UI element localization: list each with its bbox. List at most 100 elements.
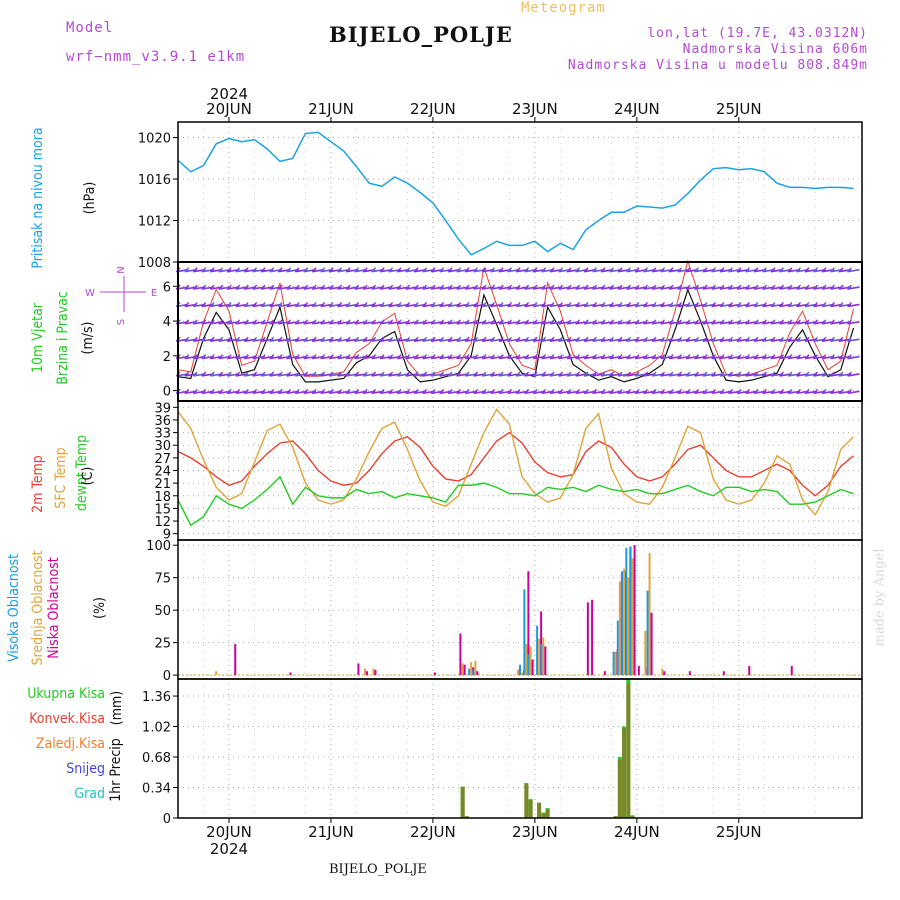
wind-arrow-head	[413, 336, 419, 342]
cloud-bar-mid	[363, 668, 366, 676]
precip-bar-conv	[626, 683, 631, 818]
wind-arrow-head	[252, 388, 258, 394]
wind-arrow	[847, 303, 860, 308]
wind-arrow-head	[430, 336, 436, 342]
wind-arrow-head	[243, 371, 249, 377]
wind-arrow-head	[694, 301, 700, 307]
wind-arrow-head	[753, 354, 759, 360]
wind-arrow-head	[388, 319, 394, 325]
wind-arrow-head	[838, 267, 844, 273]
wind-arrow-head	[549, 336, 555, 342]
wind-arrow-head	[685, 388, 691, 394]
wind-arrow-head	[643, 267, 649, 273]
wind-arrow-head	[464, 301, 470, 307]
wind-arrow-head	[770, 336, 776, 342]
wind-arrow-head	[643, 354, 649, 360]
wind-arrow-head	[643, 284, 649, 290]
wind-arrow-head	[439, 319, 445, 325]
wind-arrow-head	[260, 301, 266, 307]
wind-arrow-head	[490, 319, 496, 325]
wind-arrow-head	[575, 301, 581, 307]
wind-arrow-head	[711, 319, 717, 325]
wind-arrow-head	[362, 267, 368, 273]
precip-bar-conv	[528, 800, 533, 818]
x-tick-label-bottom: 22JUN	[410, 823, 456, 841]
wind-arrow-head	[430, 319, 436, 325]
panel-frame	[177, 539, 863, 680]
wind-arrow-head	[779, 319, 785, 325]
wind-arrow-head	[702, 388, 708, 394]
wind-arrow-head	[566, 301, 572, 307]
wind-arrow-head	[456, 336, 462, 342]
x-tick-label-top: 20JUN	[206, 100, 252, 118]
precip-bar-conv	[630, 816, 635, 818]
wind-arrow-head	[337, 284, 343, 290]
wind-arrow-head	[405, 319, 411, 325]
wind-arrow-head	[804, 284, 810, 290]
wind-arrow-head	[473, 336, 479, 342]
x-tick-label-bottom: 24JUN	[614, 823, 660, 841]
precip-bar-conv	[460, 786, 465, 818]
wind-arrow-head	[226, 388, 232, 394]
wind-arrow-head	[583, 284, 589, 290]
cloud-bar-low	[463, 664, 466, 676]
wind-arrow-head	[609, 319, 615, 325]
cloud-bar-low	[650, 612, 653, 676]
cloud-bar-low	[722, 671, 725, 676]
wind-arrow-head	[184, 319, 190, 325]
wind-arrow-head	[719, 267, 725, 273]
cloud-bar-low	[527, 571, 530, 676]
wind-arrow-head	[583, 354, 589, 360]
wind-arrow-head	[668, 319, 674, 325]
wind-arrow-head	[583, 301, 589, 307]
wind-arrow-head	[753, 301, 759, 307]
wind-arrow-head	[821, 284, 827, 290]
precip-bar-conv	[545, 809, 550, 818]
wind-arrow-head	[218, 388, 224, 394]
wind-arrow-head	[634, 388, 640, 394]
wind-arrow-head	[660, 267, 666, 273]
wind-arrow-head	[277, 267, 283, 273]
wind-arrow-head	[796, 371, 802, 377]
wind-arrow-head	[269, 301, 275, 307]
wind-arrow-head	[762, 336, 768, 342]
wind-arrow-head	[226, 371, 232, 377]
wind-arrow-head	[294, 336, 300, 342]
y-tick-label: 0.68	[142, 751, 171, 766]
wind-arrow-head	[379, 301, 385, 307]
wind-arrow-head	[260, 319, 266, 325]
cloud-bar-mid	[644, 630, 647, 676]
wind-arrow-head	[473, 301, 479, 307]
wind-arrow-head	[388, 267, 394, 273]
wind-arrow-head	[252, 319, 258, 325]
y-tick-label: 39	[154, 401, 171, 416]
wind-arrow-head	[243, 388, 249, 394]
cloud-bar-low	[586, 602, 589, 676]
wind-arrow-head	[311, 354, 317, 360]
cloud-bar-mid	[618, 581, 621, 676]
wind-arrow-head	[481, 354, 487, 360]
wind-arrow-head	[354, 388, 360, 394]
wind-arrow-head	[192, 284, 198, 290]
wind-arrow-head	[804, 388, 810, 394]
wind-arrow-head	[626, 319, 632, 325]
cloud-bar-low	[591, 599, 594, 676]
wind-arrow-head	[549, 301, 555, 307]
wind-arrow-head	[762, 284, 768, 290]
wind-arrow-head	[745, 336, 751, 342]
wind-arrow-head	[345, 267, 351, 273]
wind-arrow-head	[311, 371, 317, 377]
wind-arrow-head	[201, 301, 207, 307]
wind-arrow-head	[294, 371, 300, 377]
wind-arrow-head	[626, 336, 632, 342]
wind-arrow-head	[388, 301, 394, 307]
wind-arrow-head	[209, 388, 215, 394]
wind-arrow-head	[736, 301, 742, 307]
wind-arrow-head	[532, 267, 538, 273]
wind-arrow-head	[575, 388, 581, 394]
wind-arrow-head	[430, 388, 436, 394]
cloud-bar-low	[365, 671, 368, 676]
wind-arrow-head	[745, 319, 751, 325]
wind-arrow-head	[439, 301, 445, 307]
wind-arrow-head	[481, 267, 487, 273]
